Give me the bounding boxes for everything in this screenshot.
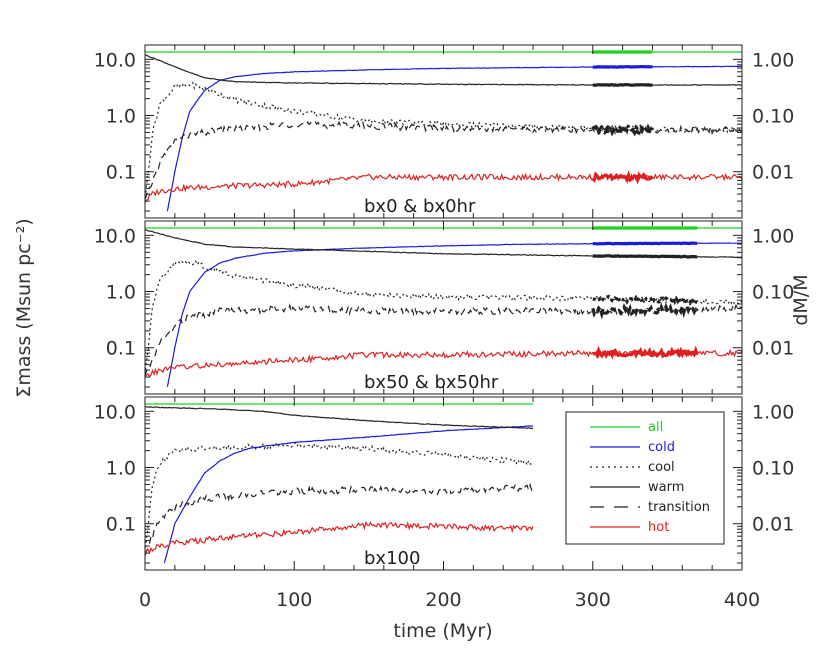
y-tick-label-left: 1.0	[106, 106, 136, 128]
y-tick-label-right: 1.00	[752, 49, 794, 71]
y-tick-label-left: 10.0	[94, 225, 136, 247]
series-group	[145, 50, 742, 212]
x-tick-label: 100	[276, 589, 312, 611]
y-tick-label-left: 10.0	[94, 49, 136, 71]
series-group	[145, 226, 742, 387]
x-tick-label: 200	[425, 589, 461, 611]
series-cold	[163, 425, 534, 564]
x-tick-label: 0	[139, 589, 151, 611]
panel-title: bx0 & bx0hr	[364, 196, 476, 217]
legend-label-cold: cold	[648, 440, 675, 455]
y-tick-label-right: 0.01	[752, 514, 794, 536]
series-cool	[145, 441, 534, 553]
panel-title: bx50 & bx50hr	[364, 372, 499, 393]
series-transition-hr	[591, 301, 699, 320]
y-axis-title-left: Σmass (Msun pc⁻²)	[13, 218, 35, 397]
legend: all cold cool warm transition hot	[565, 411, 725, 545]
y-tick-label-right: 1.00	[752, 225, 794, 247]
series-warm	[145, 406, 533, 430]
series-transition	[145, 303, 742, 377]
panel-2: 10.0 1.0 0.1 1.00 0.10 0.01 bx50 & bx50hr	[94, 220, 794, 395]
x-axis-title: time (Myr)	[393, 620, 492, 642]
legend-label-cool: cool	[648, 460, 675, 475]
series-warm-hr	[592, 254, 698, 259]
x-tick-label: 400	[724, 589, 760, 611]
y-tick-label-left: 1.0	[106, 458, 136, 480]
y-tick-label-left: 1.0	[106, 282, 136, 304]
y-tick-label-right: 0.01	[752, 338, 794, 360]
y-tick-label-right: 1.00	[752, 401, 794, 423]
series-cold	[166, 65, 742, 212]
series-warm	[145, 54, 742, 86]
series-cool	[145, 259, 742, 375]
y-tick-label-right: 0.10	[752, 458, 794, 480]
y-tick-label-left: 0.1	[106, 162, 136, 184]
series-cold	[166, 242, 742, 387]
panel-frame	[144, 44, 743, 219]
series-cold-hr	[592, 241, 698, 246]
series-cold-hr	[592, 64, 653, 69]
legend-label-warm: warm	[648, 480, 684, 495]
x-tick-label: 300	[575, 589, 611, 611]
series-hot-hr	[591, 170, 654, 185]
series-transition-hr	[592, 123, 654, 137]
y-tick-label-left: 0.1	[106, 338, 136, 360]
series-transition	[145, 482, 534, 556]
series-transition	[145, 120, 742, 200]
series-hot-hr	[591, 345, 699, 360]
panel-title: bx100	[364, 548, 420, 569]
series-cool	[145, 81, 742, 203]
y-tick-label-right: 0.01	[752, 162, 794, 184]
legend-box	[565, 411, 725, 545]
legend-label-transition: transition	[648, 500, 710, 515]
y-tick-label-right: 0.10	[752, 282, 794, 304]
legend-label-all: all	[648, 420, 663, 435]
series-warm-hr	[592, 82, 653, 87]
y-tick-label-right: 0.10	[752, 106, 794, 128]
y-axis-title-right: dM/M	[790, 274, 812, 325]
y-tick-label-left: 10.0	[94, 401, 136, 423]
legend-label-hot: hot	[648, 520, 669, 535]
y-tick-label-left: 0.1	[106, 514, 136, 536]
series-group	[145, 403, 534, 564]
panel-3: 10.0 1.0 0.1 1.00 0.10 0.01 bx100	[94, 396, 794, 571]
series-hot	[145, 520, 534, 557]
panel-1: 10.0 1.0 0.1 1.00 0.10 0.01 bx0 & bx0hr	[94, 44, 794, 219]
series-cool-hr	[592, 293, 698, 306]
